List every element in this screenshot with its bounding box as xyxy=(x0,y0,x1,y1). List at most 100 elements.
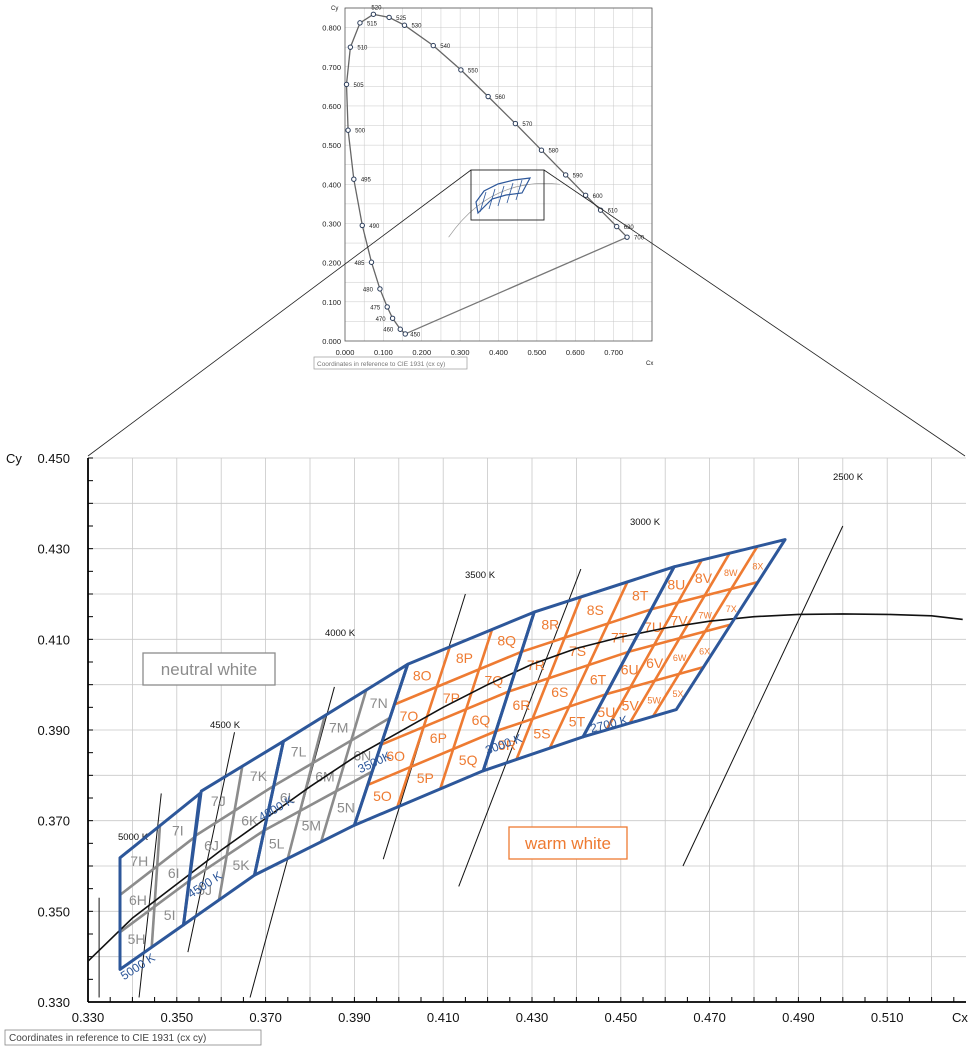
spectral-point xyxy=(582,192,589,198)
inset-footnote-box xyxy=(313,356,468,370)
footnote: Coordinates in reference to CIE 1931 (cx… xyxy=(9,1033,206,1044)
warm-bin-label: 7W xyxy=(698,611,712,621)
zoom-line-right xyxy=(543,169,966,457)
neutral-bin-label: 6N xyxy=(353,747,371,763)
wavelength-label: 500 xyxy=(355,129,366,135)
neutral-bin-line xyxy=(188,829,265,882)
neutral-bin-label: 7K xyxy=(250,768,268,784)
warm-white-box xyxy=(508,826,628,860)
neutral-bin-line xyxy=(119,836,196,897)
wavelength-label: 450 xyxy=(410,332,421,338)
x-tick-label: 0.410 xyxy=(427,1010,460,1025)
spectral-locus-curve xyxy=(345,13,628,335)
inset-x-tick-label: 0.200 xyxy=(412,348,431,357)
neutral-bin-label: 5L xyxy=(269,836,285,852)
spectral-point xyxy=(389,315,396,321)
spectral-point xyxy=(377,286,383,292)
wavelength-label: 480 xyxy=(363,287,374,293)
neutral-bin-label: 6L xyxy=(280,790,296,806)
spectral-point xyxy=(370,11,377,17)
warm-bin-line xyxy=(508,650,629,693)
inset-x-tick-label: 0.700 xyxy=(604,348,623,357)
y-tick-label: 0.390 xyxy=(37,723,70,738)
wavelength-label: 560 xyxy=(495,95,506,101)
cct-line-label: 4000 K xyxy=(325,628,356,639)
warm-bin-label: 8P xyxy=(456,650,473,666)
spectral-point xyxy=(357,20,363,26)
warm-bin-label: 7P xyxy=(443,690,460,706)
warm-bin-line xyxy=(651,580,759,611)
neutral-bin-label: 7M xyxy=(329,719,348,735)
wavelength-label: 460 xyxy=(383,328,394,334)
spectral-point xyxy=(368,259,375,265)
zoom-connector-lines xyxy=(87,169,966,457)
inset-frame xyxy=(344,7,653,342)
warm-bin-label: 6T xyxy=(590,671,607,687)
inset-y-tick-label: 0.600 xyxy=(322,102,341,111)
wavelength-label: 700 xyxy=(634,236,645,242)
neutral-bin-line xyxy=(194,784,275,837)
neutral-white-label: neutral white xyxy=(161,660,257,679)
boundary-cct-label: 4000 K xyxy=(256,793,296,824)
wavelength-label: 580 xyxy=(548,149,559,155)
warm-bin-label: 6P xyxy=(430,730,447,746)
wavelength-label: 550 xyxy=(468,68,479,74)
cct-line-label: 3000 K xyxy=(630,517,661,528)
inset-bin-hatch xyxy=(479,191,487,213)
wavelength-label: 520 xyxy=(371,5,382,11)
warm-bin-line xyxy=(380,690,510,746)
warm-bin-label: 8T xyxy=(632,587,649,603)
warm-bin-label: 7Q xyxy=(485,672,504,688)
x-tick-label: 0.330 xyxy=(72,1010,105,1025)
y-tick-label: 0.430 xyxy=(37,542,70,557)
y-tick-label: 0.450 xyxy=(37,451,70,466)
neutral-bin-label: 5I xyxy=(164,907,176,923)
footnote-box xyxy=(4,1029,262,1046)
warm-bin-label: 8O xyxy=(413,668,432,684)
x-tick-label: 0.450 xyxy=(605,1010,638,1025)
spectral-point xyxy=(347,44,354,50)
wavelength-label: 505 xyxy=(354,83,365,89)
warm-bin-label: 5V xyxy=(622,697,640,713)
inset-y-tick-label: 0.100 xyxy=(322,298,341,307)
warm-bin-line xyxy=(367,729,497,787)
inset-bin-hatch xyxy=(506,182,514,204)
wavelength-label: 610 xyxy=(608,209,619,215)
warm-bin-line xyxy=(495,693,607,733)
warm-bin-label: 5R xyxy=(498,737,516,753)
neutral-bin-label: 6H xyxy=(129,892,147,908)
warm-bin-label: 8W xyxy=(724,568,738,578)
y-tick-label: 0.370 xyxy=(37,814,70,829)
wavelength-label: 485 xyxy=(354,261,365,267)
neutral-bin-label: 6J xyxy=(204,838,219,854)
warm-bin-label: 5U xyxy=(597,704,615,720)
warm-bin-label: 6Q xyxy=(472,712,491,728)
warm-bin-line xyxy=(605,665,704,696)
wavelength-label: 600 xyxy=(593,194,604,200)
warm-white-label: warm white xyxy=(524,834,611,853)
cct-line xyxy=(682,525,844,867)
neutral-bin-label: 7I xyxy=(172,823,184,839)
y-axis-label: Cy xyxy=(6,451,22,466)
inset-zoom-box xyxy=(470,169,545,221)
inset-x-tick-label: 0.000 xyxy=(336,348,355,357)
inset-x-axis-label: Cx xyxy=(646,361,653,367)
inset-bin-hatch xyxy=(488,188,496,210)
neutral-bin-label: 7H xyxy=(130,853,148,869)
spectral-point xyxy=(345,127,351,133)
wavelength-label: 530 xyxy=(411,24,422,30)
warm-bin-label: 8Q xyxy=(497,633,516,649)
warm-bin-label: 5Q xyxy=(459,752,478,768)
inset-y-tick-label: 0.800 xyxy=(322,24,341,33)
spectral-point xyxy=(430,42,436,49)
warm-bin-label: 5O xyxy=(373,788,392,804)
neutral-bin-label: 5N xyxy=(337,799,355,815)
spectral-point xyxy=(613,223,620,230)
inset-y-tick-label: 0.200 xyxy=(322,259,341,268)
inset-x-tick-label: 0.500 xyxy=(527,348,546,357)
inset-y-tick-label: 0.300 xyxy=(322,219,341,228)
neutral-bin-label: 7L xyxy=(291,744,307,760)
x-tick-label: 0.470 xyxy=(693,1010,726,1025)
main-bin-chart: 0.330 0.350 0.370 0.390 0.410 0.430 0.450 0.470… xyxy=(4,451,968,1046)
inset-bin-outline xyxy=(475,177,532,215)
